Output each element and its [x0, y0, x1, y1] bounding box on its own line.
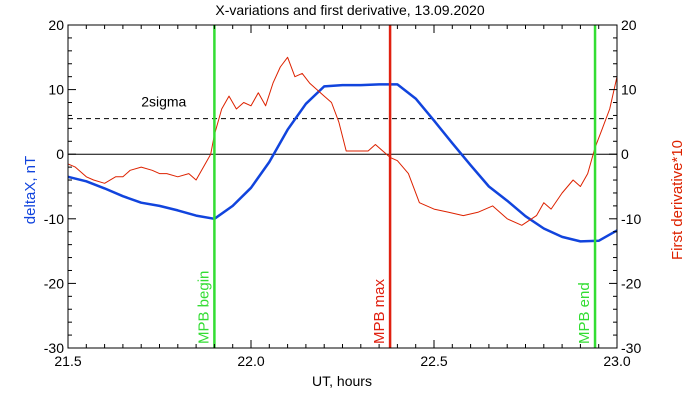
threshold-label: 2sigma — [141, 94, 186, 110]
chart-title: X-variations and first derivative, 13.09… — [215, 2, 484, 18]
y-tick-label-left: 20 — [48, 17, 64, 33]
y-axis-label-right: First derivative*10 — [669, 140, 686, 260]
y-tick-label-right: -20 — [621, 275, 641, 291]
x-axis-label: UT, hours — [312, 373, 372, 389]
marker-label-2: MPB end — [576, 282, 593, 344]
marker-label-1: MPB max — [371, 278, 388, 344]
y-tick-label-right: 20 — [621, 17, 637, 33]
series-line-1 — [67, 56, 618, 226]
y-tick-label-right: -10 — [621, 211, 641, 227]
x-tick-label: 23.0 — [603, 353, 630, 369]
plot-area: 2sigma MPB begin MPB max MPB end — [67, 25, 618, 348]
x-tick-label: 22.5 — [420, 353, 447, 369]
y-tick-label-left: 0 — [56, 146, 64, 162]
y-tick-label-right: -30 — [621, 340, 641, 356]
series-line-0 — [67, 83, 618, 243]
x-tick-label: 22.0 — [237, 353, 264, 369]
axes: 21.5 22.0 22.5 23.0 20 20 10 10 0 0 -10 -10 -20 -20 -3… — [44, 17, 642, 369]
y-tick-label-left: -10 — [44, 211, 64, 227]
plot-frame — [67, 24, 618, 349]
y-tick-label-left: -30 — [44, 340, 64, 356]
y-tick-label-left: 10 — [48, 82, 64, 98]
y-tick-label-left: -20 — [44, 275, 64, 291]
y-tick-label-right: 10 — [621, 82, 637, 98]
marker-label-0: MPB begin — [195, 271, 212, 344]
y-axis-label-left: deltaX, nT — [22, 156, 39, 224]
x-tick-label: 21.5 — [54, 353, 81, 369]
y-tick-label-right: 0 — [621, 146, 629, 162]
